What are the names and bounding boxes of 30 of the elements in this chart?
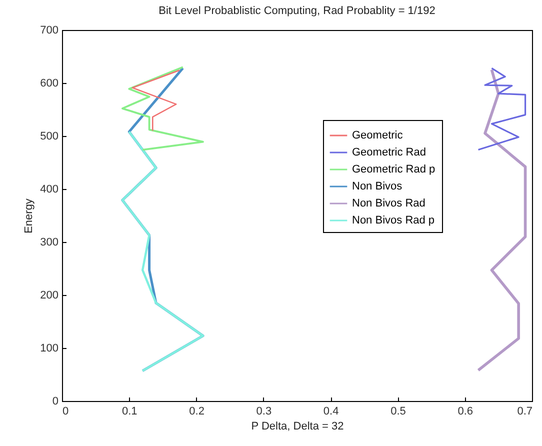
legend-label: Geometric Rad	[352, 146, 426, 158]
chart-title: Bit Level Probablistic Computing, Rad Probablity = 1/192	[158, 5, 436, 17]
x-tick-label: 0.7	[517, 406, 532, 418]
x-axis-title: P Delta, Delta = 32	[251, 420, 344, 432]
y-tick-label: 0	[52, 396, 58, 408]
line-series	[121, 130, 204, 372]
x-tick-label: 0.1	[122, 406, 138, 418]
y-tick-label: 500	[40, 130, 58, 142]
y-axis-title: Energy	[23, 198, 36, 234]
legend-label: Non Bivos Rad p	[352, 214, 435, 226]
x-tick-label: 0	[62, 406, 69, 418]
x-tick-label: 0.2	[189, 406, 204, 418]
line-series	[121, 66, 204, 151]
line-series	[476, 68, 527, 372]
y-tick-label: 300	[40, 236, 58, 248]
x-tick-label: 0.3	[256, 406, 272, 418]
legend-label: Geometric Rad p	[352, 164, 436, 176]
y-tick-label: 100	[40, 342, 58, 354]
x-tick-label: 0.6	[458, 406, 474, 418]
y-tick-label: 200	[40, 290, 58, 302]
y-tick-label: 600	[40, 78, 58, 90]
legend-label: Non Bivos Rad	[352, 198, 426, 210]
line-series	[477, 67, 526, 151]
line-series	[132, 70, 180, 132]
legend-label: Non Bivos	[352, 180, 403, 192]
x-tick-label: 0.5	[390, 406, 406, 418]
y-tick-label: 700	[40, 24, 58, 36]
y-tick-label: 400	[40, 184, 58, 196]
legend-label: Geometric	[352, 130, 404, 142]
x-tick-label: 0.4	[323, 406, 339, 418]
